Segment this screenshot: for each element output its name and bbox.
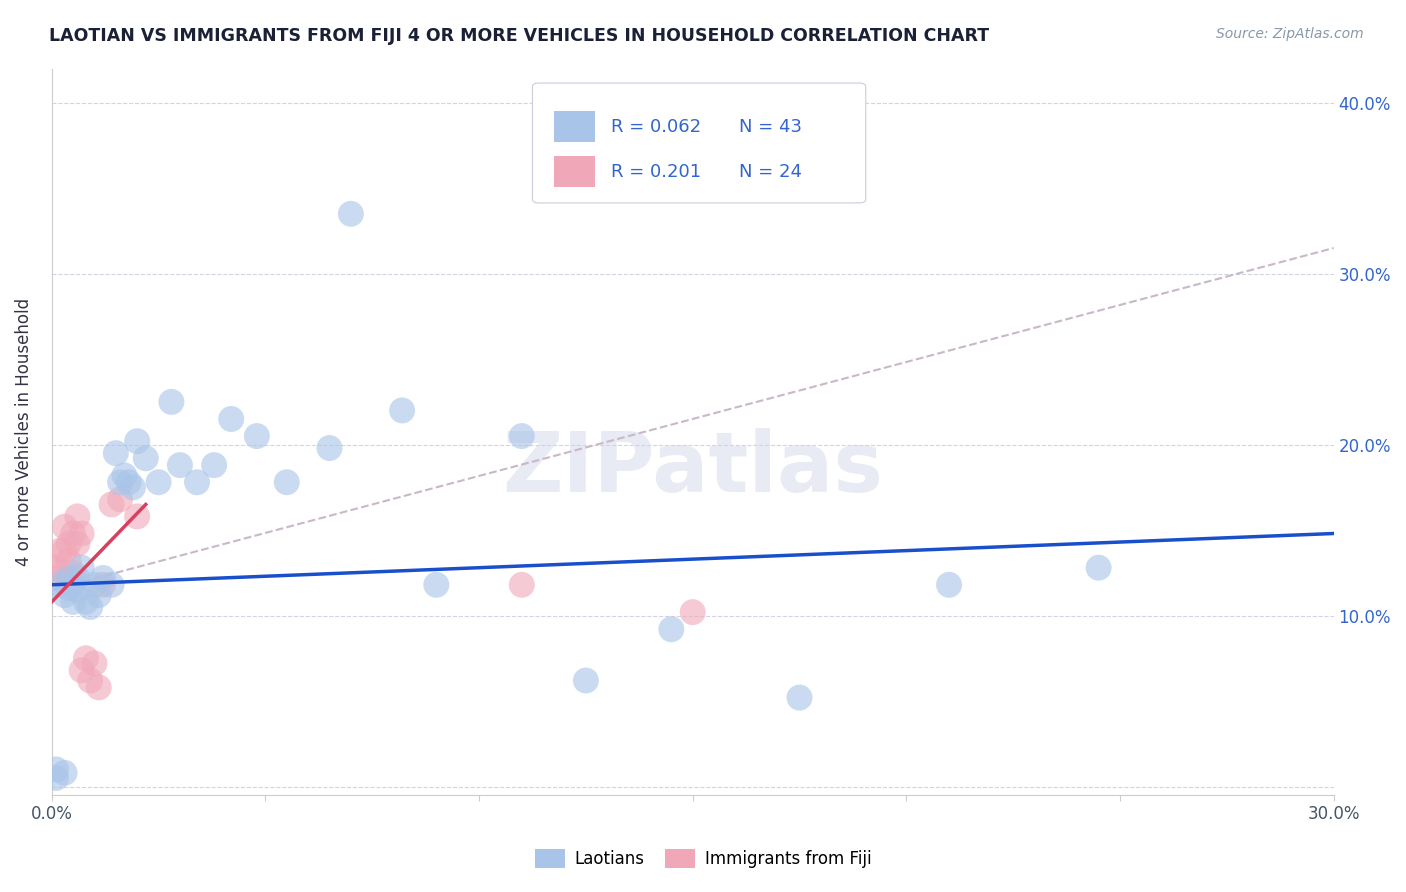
Text: ZIPatlas: ZIPatlas (502, 427, 883, 508)
Point (70, 663, 93, 677)
Point (169, 458, 191, 472)
Point (112, 468, 135, 483)
Point (75, 595, 97, 609)
Point (45, 763, 67, 777)
Point (70, 526, 93, 541)
Point (135, 451, 157, 466)
Point (100, 578, 122, 592)
Point (122, 480, 145, 494)
Point (219, 412, 242, 426)
Point (318, 441, 340, 455)
Point (79, 600, 101, 615)
Point (58, 571, 80, 585)
Point (83, 578, 105, 592)
FancyBboxPatch shape (554, 112, 595, 142)
Point (246, 429, 269, 443)
Point (87, 588, 110, 602)
Point (108, 475, 131, 490)
Point (425, 578, 447, 592)
Point (49, 566, 72, 580)
Point (83, 657, 105, 671)
Point (49, 578, 72, 592)
Point (91, 578, 114, 592)
Point (62, 566, 84, 580)
Point (58, 581, 80, 595)
Point (62, 526, 84, 541)
Text: LAOTIAN VS IMMIGRANTS FROM FIJI 4 OR MORE VEHICLES IN HOUSEHOLD CORRELATION CHAR: LAOTIAN VS IMMIGRANTS FROM FIJI 4 OR MOR… (49, 27, 990, 45)
Point (160, 395, 183, 409)
FancyBboxPatch shape (554, 156, 595, 187)
Point (45, 771, 67, 785)
Legend: Laotians, Immigrants from Fiji: Laotians, Immigrants from Fiji (529, 842, 877, 875)
Point (62, 578, 84, 592)
Point (53, 519, 76, 533)
Point (100, 498, 122, 512)
Point (75, 651, 97, 665)
Point (45, 560, 67, 574)
Point (510, 578, 533, 592)
Point (45, 571, 67, 585)
Point (510, 429, 533, 443)
Text: N = 43: N = 43 (738, 118, 801, 136)
Text: R = 0.201: R = 0.201 (610, 162, 700, 181)
Point (118, 475, 141, 490)
Point (79, 673, 101, 688)
Point (202, 458, 225, 472)
Point (127, 509, 149, 524)
Point (1087, 560, 1109, 574)
Point (70, 560, 93, 574)
Text: R = 0.062: R = 0.062 (610, 118, 700, 136)
Point (66, 537, 89, 551)
Point (66, 582, 89, 597)
Point (53, 543, 76, 558)
Point (127, 434, 149, 449)
Point (938, 578, 960, 592)
Point (148, 475, 170, 490)
Point (49, 543, 72, 558)
Point (87, 681, 110, 695)
Point (62, 595, 84, 609)
Point (58, 554, 80, 568)
Point (104, 446, 127, 460)
FancyBboxPatch shape (533, 83, 866, 203)
Point (66, 571, 89, 585)
Point (186, 475, 208, 490)
Point (53, 588, 76, 602)
Text: Source: ZipAtlas.com: Source: ZipAtlas.com (1216, 27, 1364, 41)
Point (575, 673, 598, 688)
Point (58, 537, 80, 551)
Point (108, 492, 131, 507)
Point (66, 509, 89, 524)
Point (53, 765, 76, 780)
Point (340, 207, 363, 221)
Point (91, 571, 114, 585)
Y-axis label: 4 or more Vehicles in Household: 4 or more Vehicles in Household (15, 298, 32, 566)
Point (391, 403, 413, 417)
Point (276, 475, 298, 490)
Point (682, 605, 704, 619)
Text: N = 24: N = 24 (738, 162, 801, 181)
Point (659, 622, 682, 636)
Point (789, 690, 811, 705)
